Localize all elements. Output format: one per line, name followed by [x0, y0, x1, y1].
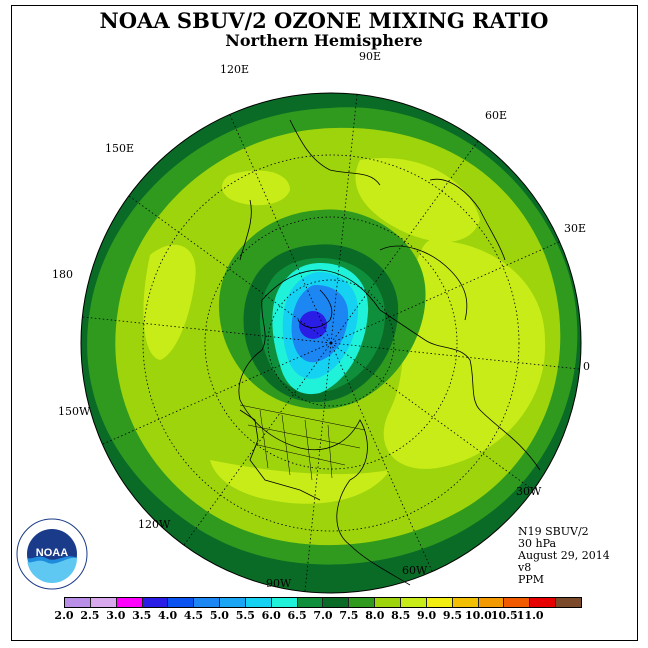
colorbar-tick-label: 2.5 — [80, 609, 100, 622]
lon-label-60w: 60W — [402, 564, 428, 577]
contour-band-4 — [299, 311, 327, 339]
lon-label-180: 180 — [52, 268, 73, 281]
colorbar-tick-label: 11.0 — [516, 609, 544, 622]
units-text: PPM — [518, 573, 545, 586]
version-text: v8 — [518, 561, 532, 574]
colorbar-swatch — [400, 598, 427, 607]
colorbar-swatch — [426, 598, 453, 607]
lon-label-30e: 30E — [564, 222, 587, 235]
colorbar-tick-label: 7.0 — [313, 609, 333, 622]
colorbar-swatch — [168, 598, 195, 607]
svg-text:NOAA: NOAA — [36, 547, 68, 559]
colorbar-tick-label: 2.0 — [54, 609, 74, 622]
colorbar-swatch — [116, 598, 143, 607]
colorbar-tick-label: 8.0 — [365, 609, 385, 622]
colorbar-swatch — [90, 598, 117, 607]
colorbar-swatch — [530, 598, 557, 607]
colorbar-tick-label: 10.0 — [464, 609, 492, 622]
lon-label-90w: 90W — [266, 577, 292, 590]
colorbar-swatch — [245, 598, 272, 607]
contour-band-8-5 — [222, 170, 290, 206]
colorbar-swatch — [478, 598, 505, 607]
colorbar-tick-label: 3.0 — [106, 609, 126, 622]
colorbar-swatch — [194, 598, 221, 607]
lon-label-90e: 90E — [359, 50, 382, 63]
colorbar-swatch — [452, 598, 479, 607]
colorbar-swatch — [297, 598, 324, 607]
colorbar-tick-label: 4.5 — [183, 609, 204, 622]
lon-label-30w: 30W — [516, 485, 542, 498]
colorbar-swatch — [504, 598, 531, 607]
colorbar — [64, 597, 582, 608]
contour-band-8-5 — [355, 158, 480, 242]
map-subtitle: Northern Hemisphere — [225, 31, 423, 50]
lon-label-0: 0 — [583, 360, 590, 373]
colorbar-tick-label: 3.5 — [132, 609, 152, 622]
colorbar-tick-label: 10.5 — [490, 609, 518, 622]
colorbar-tick-label: 8.5 — [391, 609, 411, 622]
noaa-logo-icon: NOAA — [16, 518, 88, 590]
instrument-text: N19 SBUV/2 — [518, 525, 589, 538]
date-text: August 29, 2014 — [518, 549, 610, 562]
colorbar-swatch — [142, 598, 169, 607]
lon-label-150w: 150W — [58, 405, 91, 418]
colorbar-tick-label: 7.5 — [339, 609, 359, 622]
political-borders — [239, 404, 366, 481]
colorbar-swatch — [65, 598, 91, 607]
contour-band-8-5 — [143, 244, 196, 360]
colorbar-swatch — [323, 598, 350, 607]
contour-band-8-5 — [210, 460, 390, 504]
colorbar-swatch — [220, 598, 246, 607]
colorbar-swatch — [556, 598, 581, 607]
colorbar-tick-label: 9.5 — [442, 609, 463, 622]
map-title: NOAA SBUV/2 OZONE MIXING RATIO — [99, 8, 549, 33]
lon-label-120w: 120W — [138, 518, 171, 531]
lon-label-150e: 150E — [105, 142, 135, 155]
product-info: N19 SBUV/2 30 hPa August 29, 2014 v8 PPM — [518, 526, 610, 586]
colorbar-swatch — [375, 598, 401, 607]
colorbar-swatch — [349, 598, 376, 607]
colorbar-tick-label: 5.0 — [209, 609, 229, 622]
colorbar-tick-label: 6.5 — [287, 609, 307, 622]
colorbar-tick-label: 6.0 — [261, 609, 281, 622]
colorbar-tick-label: 5.5 — [235, 609, 255, 622]
pressure-level-text: 30 hPa — [518, 537, 557, 550]
lon-label-60e: 60E — [485, 109, 508, 122]
colorbar-swatch — [271, 598, 298, 607]
lon-label-120e: 120E — [220, 63, 250, 76]
colorbar-tick-label: 9.0 — [417, 609, 437, 622]
colorbar-tick-label: 4.0 — [158, 609, 178, 622]
